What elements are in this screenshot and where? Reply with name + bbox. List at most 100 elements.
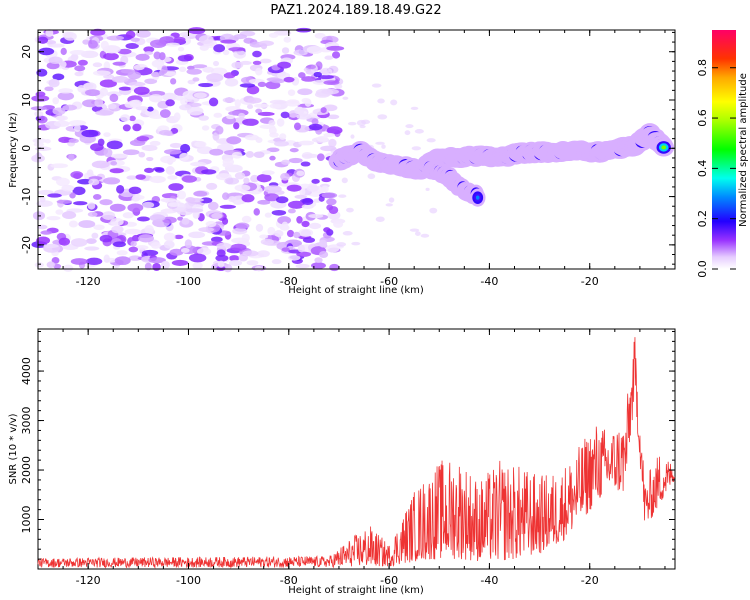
noise-cell — [167, 175, 178, 180]
noise-cell — [142, 201, 155, 209]
noise-cell — [255, 137, 263, 143]
noise-cell — [196, 146, 213, 155]
noise-cell — [112, 241, 126, 248]
noise-cell — [308, 213, 324, 219]
noise-cell — [53, 263, 62, 269]
noise-cell — [146, 156, 154, 162]
noise-cell — [222, 49, 230, 56]
noise-cell — [47, 193, 62, 198]
noise-cell — [51, 256, 60, 264]
noise-cell — [184, 239, 193, 249]
noise-cell — [323, 132, 336, 138]
noise-cell — [296, 216, 303, 224]
noise-cell — [256, 173, 272, 183]
noise-cell — [201, 125, 210, 131]
noise-cell — [207, 201, 219, 211]
noise-cell — [136, 135, 150, 142]
noise-cell — [83, 82, 94, 90]
noise-cell — [281, 159, 291, 165]
noise-cell — [247, 97, 262, 104]
noise-cell — [250, 174, 259, 183]
noise-cell — [246, 104, 254, 110]
noise-cell — [180, 247, 190, 253]
colorbar-label: Normalized spectral amplitude — [738, 73, 749, 227]
noise-cell — [130, 37, 140, 42]
noise-cell — [326, 198, 337, 206]
noise-cell — [116, 185, 125, 194]
noise-cell — [85, 238, 97, 244]
noise-cell — [159, 109, 171, 118]
noise-cell — [325, 244, 340, 253]
noise-cell — [320, 107, 327, 114]
noise-cell — [128, 246, 139, 253]
noise-cell — [188, 253, 207, 263]
noise-cell — [77, 85, 86, 93]
noise-cell — [175, 95, 184, 101]
noise-cell — [117, 48, 132, 55]
noise-cell — [162, 216, 177, 224]
noise-cell — [144, 51, 154, 56]
noise-cell — [318, 239, 328, 248]
noise-cell — [327, 114, 340, 120]
noise-cell — [230, 243, 247, 252]
noise-cell — [196, 247, 212, 256]
noise-cell — [103, 148, 113, 158]
noise-cell — [73, 124, 81, 133]
noise-cell — [39, 196, 46, 203]
noise-cell — [165, 166, 175, 175]
noise-cell — [288, 254, 301, 261]
noise-cell — [222, 158, 235, 166]
noise-cell — [268, 119, 276, 126]
noise-cell — [185, 208, 204, 213]
noise-cell — [149, 140, 161, 146]
noise-cell — [57, 91, 75, 101]
noise-cell — [293, 49, 308, 56]
x-tick-label: -120 — [76, 574, 101, 587]
noise-cell — [274, 230, 284, 238]
noise-cell — [241, 233, 250, 242]
y-tick-label: -10 — [20, 188, 33, 206]
noise-cell — [341, 177, 348, 184]
noise-cell — [420, 233, 430, 238]
noise-cell — [283, 76, 295, 83]
noise-cell — [164, 71, 177, 76]
noise-cell — [202, 66, 215, 73]
noise-cell — [321, 185, 329, 193]
noise-cell — [209, 148, 224, 156]
noise-cell — [63, 264, 74, 272]
noise-cell — [213, 44, 226, 53]
noise-cell — [112, 61, 126, 66]
noise-cell — [288, 157, 303, 164]
noise-cell — [192, 77, 200, 82]
noise-cell — [296, 170, 305, 177]
noise-cell — [106, 140, 123, 150]
noise-cell — [309, 222, 322, 230]
noise-cell — [323, 227, 331, 233]
noise-cell — [201, 169, 217, 175]
noise-cell — [264, 185, 282, 194]
snr-ticks: -120 -100 -80 -60 -40 -20 1000 2000 3000 4000 — [20, 329, 675, 587]
spectrogram-x-axis-label: Height of straight line (km) — [288, 285, 424, 296]
x-tick-label: -60 — [380, 574, 398, 587]
noise-cell — [74, 71, 84, 77]
noise-cell — [129, 115, 136, 122]
noise-cell — [347, 121, 357, 126]
noise-cell — [92, 193, 102, 200]
noise-cell — [52, 107, 66, 116]
noise-cell — [135, 245, 149, 250]
noise-cell — [144, 225, 154, 234]
noise-cell — [56, 177, 70, 187]
noise-cell — [48, 43, 65, 48]
noise-cell — [128, 255, 142, 261]
noise-cell — [103, 132, 111, 138]
noise-cell — [375, 216, 385, 222]
noise-cell — [56, 199, 72, 204]
noise-cell — [193, 190, 208, 197]
noise-cell — [294, 106, 305, 115]
noise-cell — [222, 192, 230, 200]
noise-cell — [160, 155, 177, 164]
noise-cell — [306, 64, 316, 70]
noise-cell — [215, 254, 229, 262]
